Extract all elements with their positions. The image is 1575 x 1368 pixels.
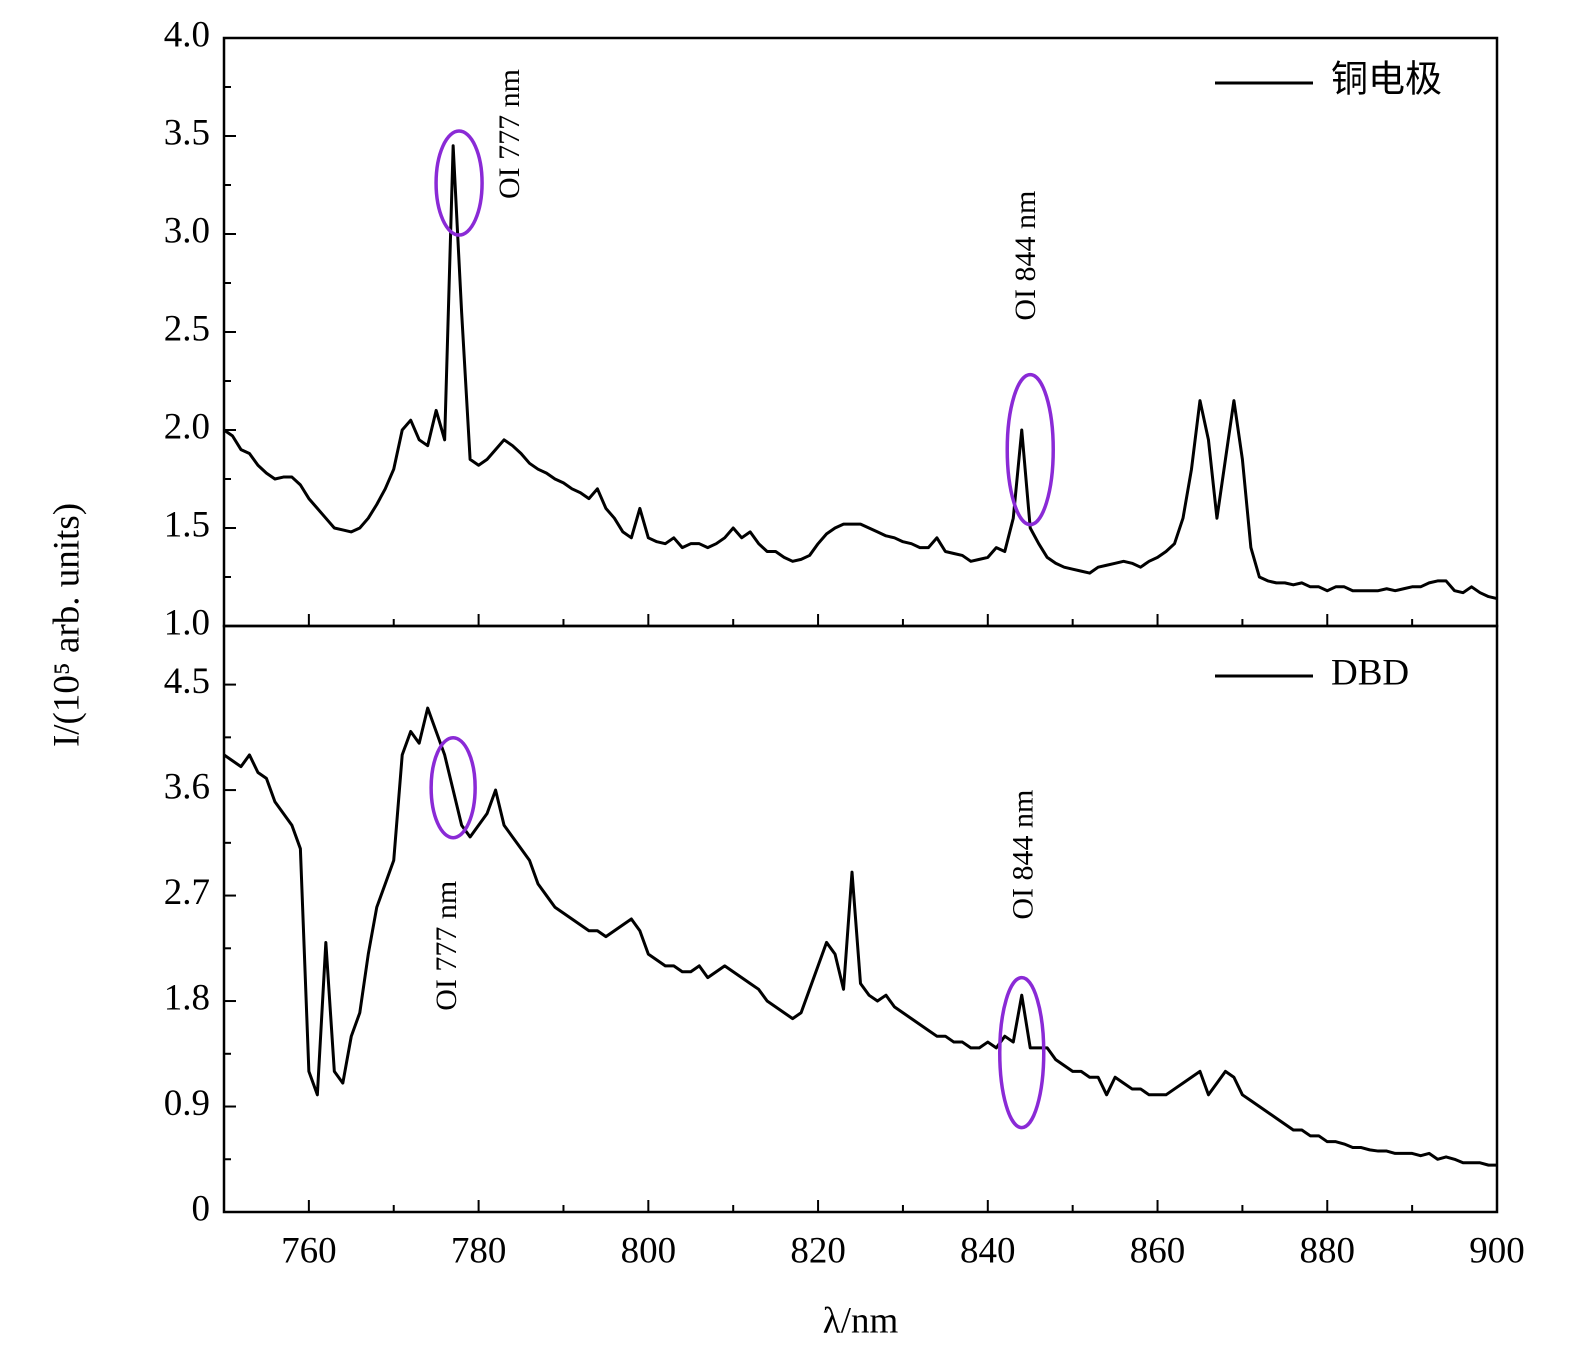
y-tick-label: 2.0 (164, 406, 210, 447)
y-tick-label: 1.8 (164, 978, 210, 1019)
legend-label: 铜电极 (1331, 59, 1442, 100)
x-tick-label: 760 (281, 1230, 337, 1271)
annotation-label: OI 844 nm (1009, 191, 1042, 321)
annotation-ellipse (1005, 372, 1055, 527)
y-axis-label: I/(10⁵ arb. units) (46, 503, 87, 747)
y-tick-label: 4.5 (164, 661, 210, 702)
y-tick-label: 1.0 (164, 602, 210, 643)
annotation-ellipse (997, 975, 1046, 1130)
y-tick-label: 1.5 (164, 504, 210, 545)
x-tick-label: 820 (790, 1230, 846, 1271)
x-axis-label: λ/nm (823, 1300, 899, 1341)
spectrum-line (223, 144, 1498, 601)
annotation-label: OI 777 nm (493, 69, 526, 199)
plot-frame (222, 36, 1499, 628)
y-tick-label: 0 (192, 1188, 211, 1229)
y-tick-label: 0.9 (164, 1083, 210, 1124)
y-tick-label: 3.0 (164, 210, 210, 251)
legend-label: DBD (1331, 652, 1409, 693)
x-tick-label: 860 (1130, 1230, 1186, 1271)
x-tick-label: 840 (960, 1230, 1016, 1271)
y-tick-label: 2.5 (164, 308, 210, 349)
x-tick-label: 880 (1300, 1230, 1356, 1271)
plot-frame (222, 624, 1499, 1214)
x-tick-label: 800 (621, 1230, 677, 1271)
annotation-ellipse (429, 735, 477, 840)
annotation-label: OI 844 nm (1007, 790, 1040, 920)
x-tick-label: 900 (1469, 1230, 1525, 1271)
annotation-label: OI 777 nm (430, 881, 463, 1011)
y-tick-label: 3.6 (164, 767, 210, 808)
annotation-ellipse (434, 129, 484, 237)
y-tick-label: 4.0 (164, 14, 210, 55)
y-tick-label: 3.5 (164, 112, 210, 153)
y-tick-label: 2.7 (164, 872, 210, 913)
spectrum-line (223, 706, 1497, 1167)
x-tick-label: 780 (451, 1230, 507, 1271)
